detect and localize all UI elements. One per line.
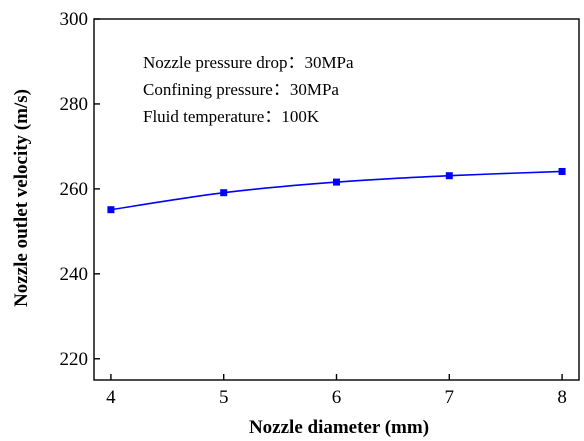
data-point-marker — [220, 189, 228, 197]
annotation-confining-pressure: Confining pressure：30MPa — [143, 80, 339, 99]
y-axis-title: Nozzle outlet velocity (m/s) — [11, 89, 32, 307]
x-tick-label: 5 — [219, 387, 229, 408]
y-tick-labels: 220 240 260 280 300 — [60, 9, 89, 370]
series-markers — [107, 167, 566, 214]
y-tick-label: 220 — [60, 349, 89, 370]
data-point-marker — [107, 206, 115, 214]
plot-frame — [93, 18, 580, 381]
x-tick-label: 8 — [557, 387, 567, 408]
y-tick-label: 280 — [60, 94, 89, 115]
x-axis-ticks — [110, 374, 563, 380]
series-line — [110, 170, 563, 211]
x-tick-label: 4 — [106, 387, 116, 408]
x-tick-labels: 4 5 6 7 8 — [106, 387, 567, 408]
annotation-pressure-drop: Nozzle pressure drop：30MPa — [143, 53, 354, 72]
data-point-marker — [445, 172, 453, 180]
y-tick-label: 240 — [60, 264, 89, 285]
x-tick-label: 7 — [445, 387, 455, 408]
x-tick-label: 6 — [332, 387, 342, 408]
y-tick-label: 260 — [60, 179, 89, 200]
data-point-marker — [333, 178, 340, 186]
data-point-marker — [558, 167, 566, 175]
annotation-fluid-temperature: Fluid temperature：100K — [143, 107, 320, 126]
y-axis-ticks — [94, 18, 100, 360]
x-axis-title: Nozzle diameter (mm) — [249, 417, 429, 438]
y-tick-label: 300 — [60, 9, 89, 30]
annotation-block: Nozzle pressure drop：30MPa Confining pre… — [143, 53, 354, 126]
